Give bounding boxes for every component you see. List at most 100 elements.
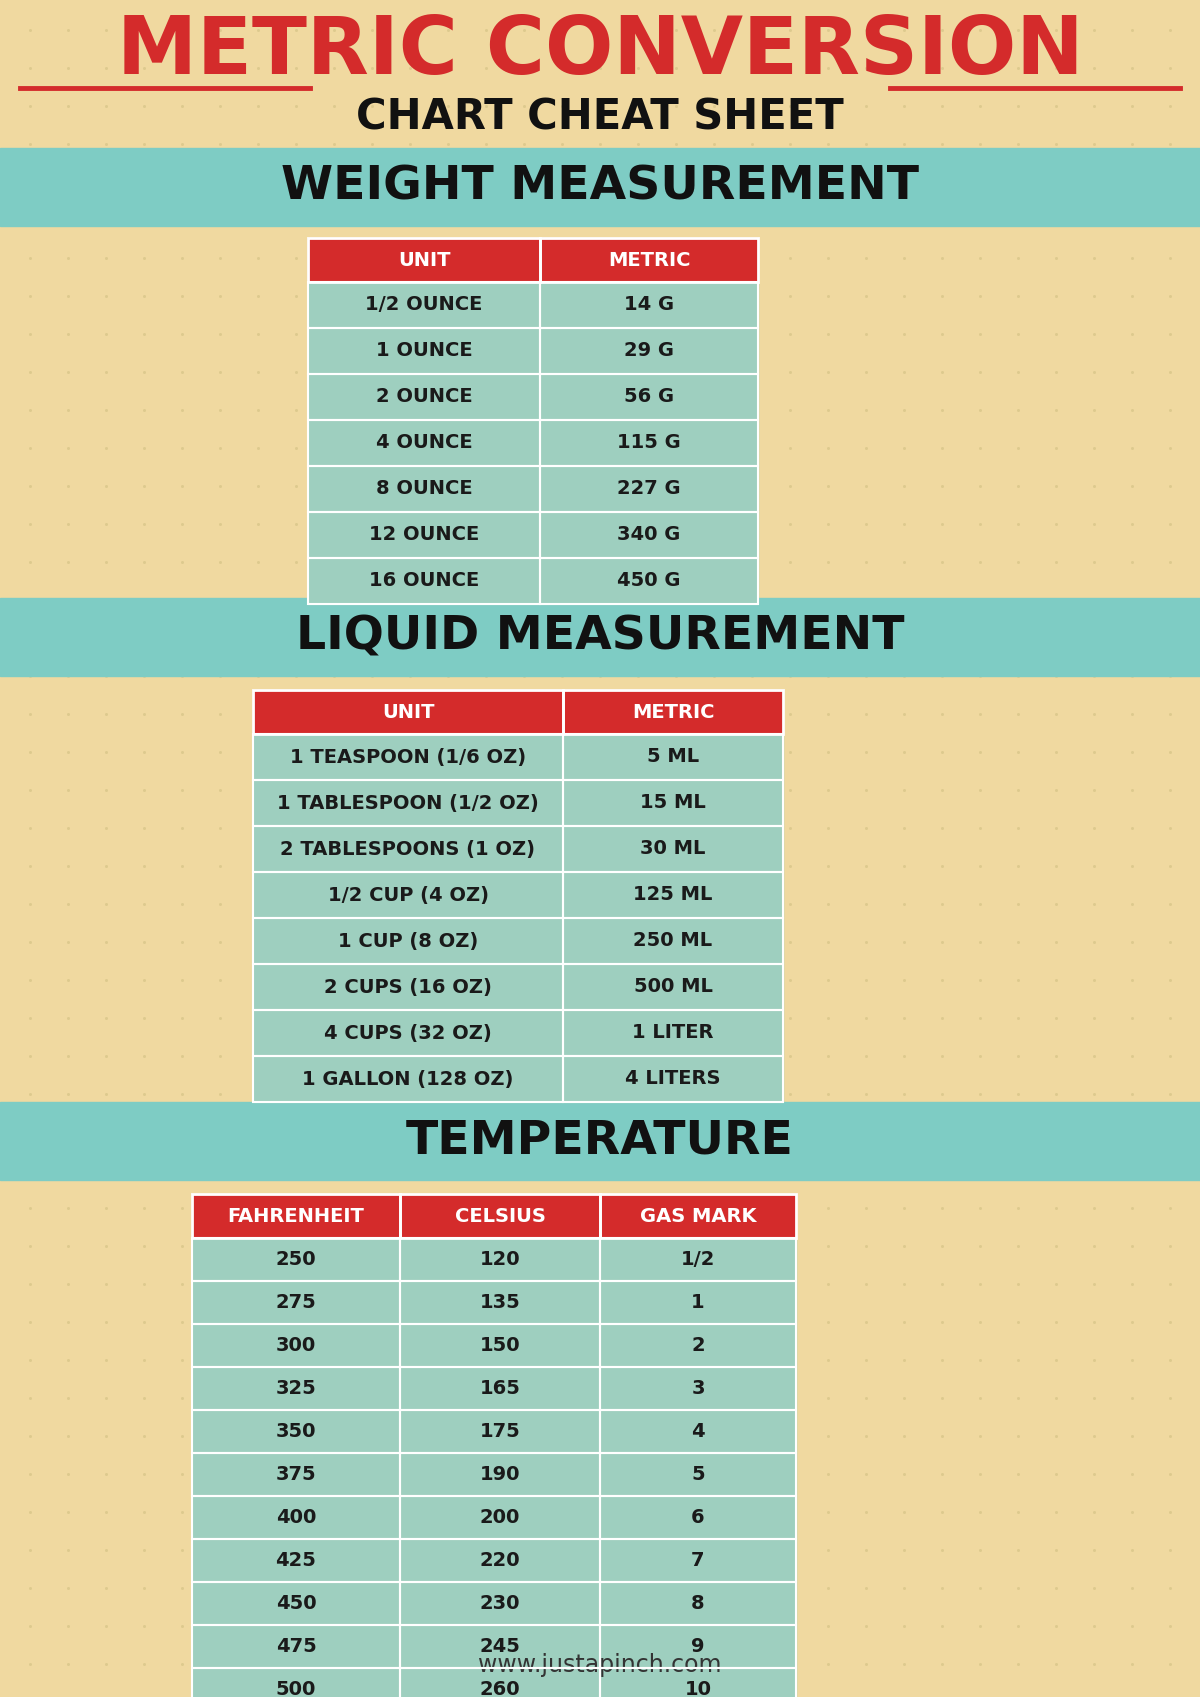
Bar (540, 373, 758, 419)
Bar (253, 691, 563, 735)
Text: 400: 400 (276, 1509, 316, 1527)
Bar (308, 467, 540, 512)
Text: METRIC CONVERSION: METRIC CONVERSION (116, 14, 1084, 92)
Bar (563, 735, 784, 781)
Bar (540, 558, 758, 604)
Bar (563, 964, 784, 1010)
Bar (253, 872, 563, 918)
Bar (600, 1453, 796, 1497)
Text: 230: 230 (480, 1593, 521, 1614)
Bar (192, 1668, 400, 1697)
Text: UNIT: UNIT (397, 251, 450, 270)
Bar (253, 918, 563, 964)
Text: 115 G: 115 G (617, 433, 680, 453)
Bar (600, 1368, 796, 1410)
Text: 3: 3 (691, 1380, 704, 1398)
Text: 1/2: 1/2 (680, 1251, 715, 1269)
Bar (540, 238, 758, 282)
Text: 5 ML: 5 ML (647, 747, 700, 767)
Bar (400, 1195, 600, 1239)
Bar (400, 1668, 600, 1697)
Bar (400, 1582, 600, 1626)
Bar (540, 467, 758, 512)
Text: TEMPERATURE: TEMPERATURE (406, 1118, 794, 1164)
Bar (400, 1281, 600, 1324)
Bar (400, 1497, 600, 1539)
Bar (308, 467, 540, 512)
Bar (308, 282, 540, 328)
Bar (563, 735, 784, 781)
Text: METRIC: METRIC (631, 703, 714, 721)
Bar (600, 1368, 796, 1410)
Bar (400, 1626, 600, 1668)
Bar (400, 1582, 600, 1626)
Bar (400, 1281, 600, 1324)
Bar (192, 1324, 400, 1368)
Bar (600, 1324, 796, 1368)
Bar (540, 238, 758, 282)
Bar (600, 1668, 796, 1697)
Text: 275: 275 (276, 1293, 317, 1312)
Bar (540, 512, 758, 558)
Bar (192, 1281, 400, 1324)
Text: FAHRENHEIT: FAHRENHEIT (228, 1207, 365, 1225)
Text: 125 ML: 125 ML (634, 886, 713, 905)
Text: 8 OUNCE: 8 OUNCE (376, 480, 473, 499)
Bar (192, 1368, 400, 1410)
Text: 500: 500 (276, 1680, 316, 1697)
Text: 12 OUNCE: 12 OUNCE (368, 526, 479, 545)
Text: 29 G: 29 G (624, 341, 674, 360)
Text: 2 CUPS (16 OZ): 2 CUPS (16 OZ) (324, 977, 492, 996)
Text: METRIC: METRIC (607, 251, 690, 270)
Text: 1 TEASPOON (1/6 OZ): 1 TEASPOON (1/6 OZ) (290, 747, 526, 767)
Bar (253, 1056, 563, 1101)
Text: www.justapinch.com: www.justapinch.com (479, 1653, 721, 1677)
Bar (400, 1453, 600, 1497)
Bar (600, 1497, 796, 1539)
Text: 9: 9 (691, 1638, 704, 1656)
Bar (400, 1410, 600, 1453)
Bar (253, 781, 563, 826)
Bar (563, 1010, 784, 1056)
Bar (563, 826, 784, 872)
Bar (600, 1453, 796, 1497)
Bar (253, 918, 563, 964)
Text: 325: 325 (276, 1380, 317, 1398)
Text: CELSIUS: CELSIUS (455, 1207, 546, 1225)
Bar (400, 1410, 600, 1453)
Bar (540, 467, 758, 512)
Bar (563, 918, 784, 964)
Text: 350: 350 (276, 1422, 317, 1441)
Text: 1/2 OUNCE: 1/2 OUNCE (365, 295, 482, 314)
Text: 1 OUNCE: 1 OUNCE (376, 341, 473, 360)
Bar (563, 781, 784, 826)
Text: 245: 245 (480, 1638, 521, 1656)
Bar (600, 1195, 796, 1239)
Bar (192, 1281, 400, 1324)
Bar (253, 1010, 563, 1056)
Bar (540, 419, 758, 467)
Bar (192, 1497, 400, 1539)
Text: 340 G: 340 G (617, 526, 680, 545)
Bar (600, 1497, 796, 1539)
Bar (192, 1582, 400, 1626)
Text: 1 GALLON (128 OZ): 1 GALLON (128 OZ) (302, 1069, 514, 1088)
Text: 10: 10 (684, 1680, 712, 1697)
Bar (192, 1453, 400, 1497)
Bar (308, 238, 540, 282)
Bar (563, 872, 784, 918)
Text: 250: 250 (276, 1251, 317, 1269)
Bar (308, 558, 540, 604)
Text: 165: 165 (480, 1380, 521, 1398)
Text: 450: 450 (276, 1593, 317, 1614)
Bar (0, 597, 1200, 675)
Bar (400, 1497, 600, 1539)
Bar (192, 1368, 400, 1410)
Bar (600, 1324, 796, 1368)
Text: 260: 260 (480, 1680, 521, 1697)
Bar (600, 1582, 796, 1626)
Text: 190: 190 (480, 1465, 521, 1483)
Text: 6: 6 (691, 1509, 704, 1527)
Bar (563, 691, 784, 735)
Bar (563, 1056, 784, 1101)
